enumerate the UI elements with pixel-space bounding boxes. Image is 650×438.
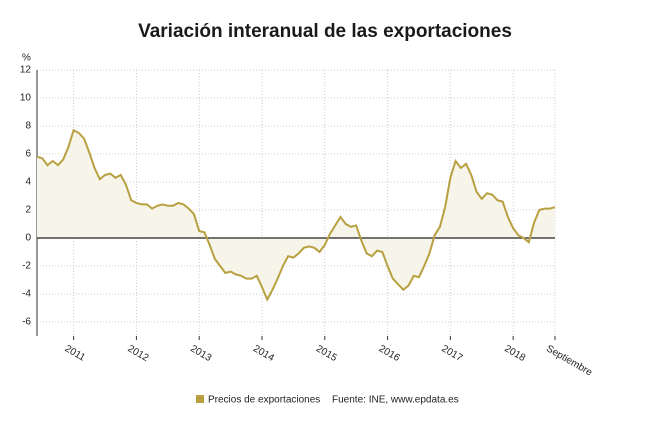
- x-tick-label: Septiembre: [544, 343, 594, 378]
- y-tick-label: 4: [25, 177, 31, 188]
- y-tick-label: 8: [25, 121, 31, 132]
- area: [37, 130, 555, 300]
- legend-label: Precios de exportaciones: [208, 395, 320, 406]
- x-tick-label: 2018: [502, 343, 527, 364]
- x-tick-label: 2012: [126, 343, 151, 364]
- x-tick-label: 2013: [188, 343, 213, 364]
- x-tick-label: 2015: [314, 343, 339, 364]
- y-tick-label: 12: [20, 65, 32, 76]
- y-tick-label: 2: [25, 205, 31, 216]
- y-tick-label: 0: [25, 233, 31, 244]
- y-unit: %: [22, 53, 31, 64]
- y-tick-label: -6: [22, 317, 31, 328]
- line: [36, 128, 556, 302]
- source: Fuente: INE, www.epdata.es: [332, 395, 459, 406]
- y-tick-label: 6: [25, 149, 31, 160]
- y-tick-label: -4: [22, 289, 31, 300]
- y-tick-label: 10: [20, 93, 32, 104]
- x-tick-label: 2014: [251, 343, 276, 364]
- x-tick-label: 2011: [63, 343, 88, 363]
- legend-swatch: [196, 395, 204, 403]
- x-tick-label: 2017: [440, 343, 465, 364]
- chart-title: Variación interanual de las exportacione…: [138, 21, 512, 42]
- x-tick-label: 2016: [377, 343, 402, 364]
- y-tick-label: -2: [22, 261, 31, 272]
